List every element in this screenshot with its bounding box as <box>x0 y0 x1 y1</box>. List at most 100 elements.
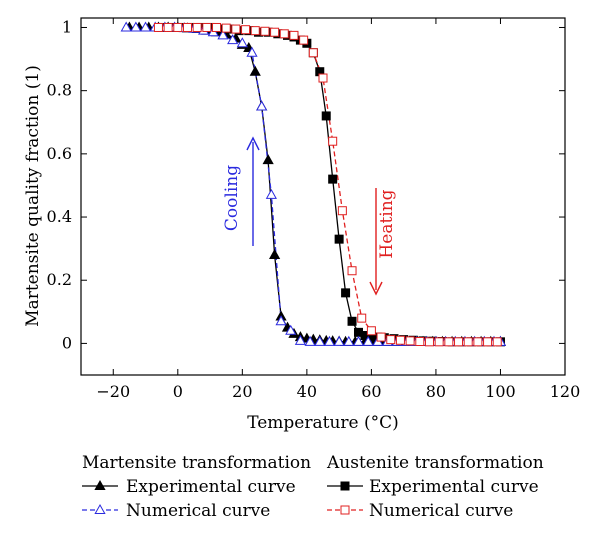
data-point-aus_num <box>434 337 444 347</box>
data-point-aus_exp <box>334 234 344 244</box>
legend-marker <box>340 481 350 491</box>
data-point-aus_num <box>289 30 299 40</box>
legend-label-martensite-experimental: Experimental curve <box>126 477 296 497</box>
data-point-aus_num <box>270 27 280 37</box>
legend-sample-martensite-numerical <box>82 503 118 514</box>
y-tick-label: 1 <box>62 17 72 36</box>
data-point-aus_num <box>221 23 231 33</box>
y-axis-title: Martensite quality fraction (1) <box>23 65 43 327</box>
heating-annotation: Heating <box>369 188 397 296</box>
heating-arrow-head <box>369 281 383 296</box>
data-point-aus_num <box>163 22 173 32</box>
data-point-aus_num <box>328 136 338 146</box>
data-point-mart_num <box>256 100 268 111</box>
data-point-aus_num <box>279 29 289 39</box>
heating-label: Heating <box>377 189 397 258</box>
data-point-aus_num <box>308 48 318 58</box>
data-point-mart_num <box>323 335 336 346</box>
data-point-aus_num <box>395 335 405 345</box>
data-point-aus_num <box>192 22 202 32</box>
legend-group-title-austenite: Austenite transformation <box>326 453 544 473</box>
legend-marker <box>94 503 106 514</box>
cooling-annotation: Cooling <box>222 136 260 246</box>
data-point-aus_num <box>492 337 502 347</box>
y-tick-label: 0 <box>62 333 72 352</box>
y-tick-label: 0.4 <box>47 207 72 226</box>
data-point-aus_num <box>357 313 367 323</box>
data-point-aus_num <box>386 335 396 345</box>
x-tick-label: 0 <box>173 382 183 401</box>
legend-sample-austenite-experimental <box>327 481 363 491</box>
data-point-aus_num <box>250 26 260 36</box>
data-point-aus_num <box>424 337 434 347</box>
series-line-aus_exp <box>161 26 501 343</box>
series-markers <box>120 21 507 347</box>
data-point-aus_num <box>260 26 270 36</box>
data-point-mart_exp <box>268 248 281 259</box>
data-point-mart_num <box>246 46 258 57</box>
data-point-aus_num <box>231 24 241 34</box>
legend-group-title-martensite: Martensite transformation <box>82 453 311 473</box>
data-point-aus_num <box>473 337 483 347</box>
plot-frame <box>80 17 566 376</box>
series-line-aus_num <box>158 26 498 343</box>
data-point-aus_num <box>376 332 386 342</box>
data-point-mart_num <box>352 335 365 346</box>
data-point-aus_num <box>347 266 357 276</box>
data-point-aus_num <box>299 35 309 45</box>
data-point-aus_num <box>182 22 192 32</box>
series-lines <box>126 26 501 343</box>
data-point-mart_num <box>217 29 229 40</box>
data-point-mart_num <box>265 188 277 199</box>
x-tick-label: 100 <box>485 382 516 401</box>
data-point-mart_num <box>343 335 355 346</box>
x-tick-label: 60 <box>361 382 381 401</box>
data-point-aus_num <box>483 337 493 347</box>
data-point-aus_num <box>463 337 473 347</box>
data-point-aus_exp <box>347 316 357 326</box>
data-point-aus_exp <box>321 111 331 121</box>
data-point-mart_num <box>120 21 132 32</box>
legend-label-austenite-experimental: Experimental curve <box>369 477 539 497</box>
data-point-aus_num <box>454 337 464 347</box>
x-tick-label: −20 <box>96 382 130 401</box>
data-point-aus_num <box>444 337 454 347</box>
data-point-mart_num <box>304 335 316 346</box>
series-line-mart_num <box>126 26 501 343</box>
data-point-mart_num <box>362 335 374 346</box>
data-point-aus_num <box>202 22 212 32</box>
data-point-aus_num <box>212 22 222 32</box>
legend-label-austenite-numerical: Numerical curve <box>369 501 513 521</box>
legend-marker <box>94 479 106 490</box>
data-point-aus_num <box>241 25 251 35</box>
x-tick-label: 40 <box>297 382 317 401</box>
legend-label-martensite-numerical: Numerical curve <box>126 501 270 521</box>
x-tick-label: 80 <box>426 382 446 401</box>
data-point-mart_num <box>333 335 345 346</box>
data-point-mart_num <box>314 335 326 346</box>
cooling-label: Cooling <box>222 165 242 231</box>
legend-sample-martensite-experimental <box>82 479 118 490</box>
axis-tick-labels: −20 0 20 40 60 80 100 120 0 0.2 0.4 0.6 0.8 1 <box>47 17 581 401</box>
x-tick-label: 120 <box>550 382 581 401</box>
data-point-aus_num <box>405 336 415 346</box>
data-point-aus_num <box>415 337 425 347</box>
y-tick-label: 0.8 <box>47 81 72 100</box>
data-point-mart_num <box>285 324 297 335</box>
x-tick-label: 20 <box>232 382 252 401</box>
data-point-aus_num <box>153 22 163 32</box>
y-tick-label: 0.2 <box>47 270 72 289</box>
series-line-mart_exp <box>129 26 501 343</box>
x-axis-title: Temperature (°C) <box>247 413 399 433</box>
legend-sample-austenite-numerical <box>327 505 363 515</box>
data-point-mart_num <box>139 21 152 32</box>
data-point-aus_exp <box>341 288 351 298</box>
data-point-mart_num <box>294 334 307 345</box>
data-point-mart_exp <box>262 154 274 165</box>
data-point-aus_num <box>366 326 376 336</box>
cooling-arrow-head <box>246 136 260 151</box>
data-point-mart_num <box>130 21 142 32</box>
y-tick-label: 0.6 <box>47 144 72 163</box>
legend: Martensite transformation Experimental c… <box>82 453 544 521</box>
